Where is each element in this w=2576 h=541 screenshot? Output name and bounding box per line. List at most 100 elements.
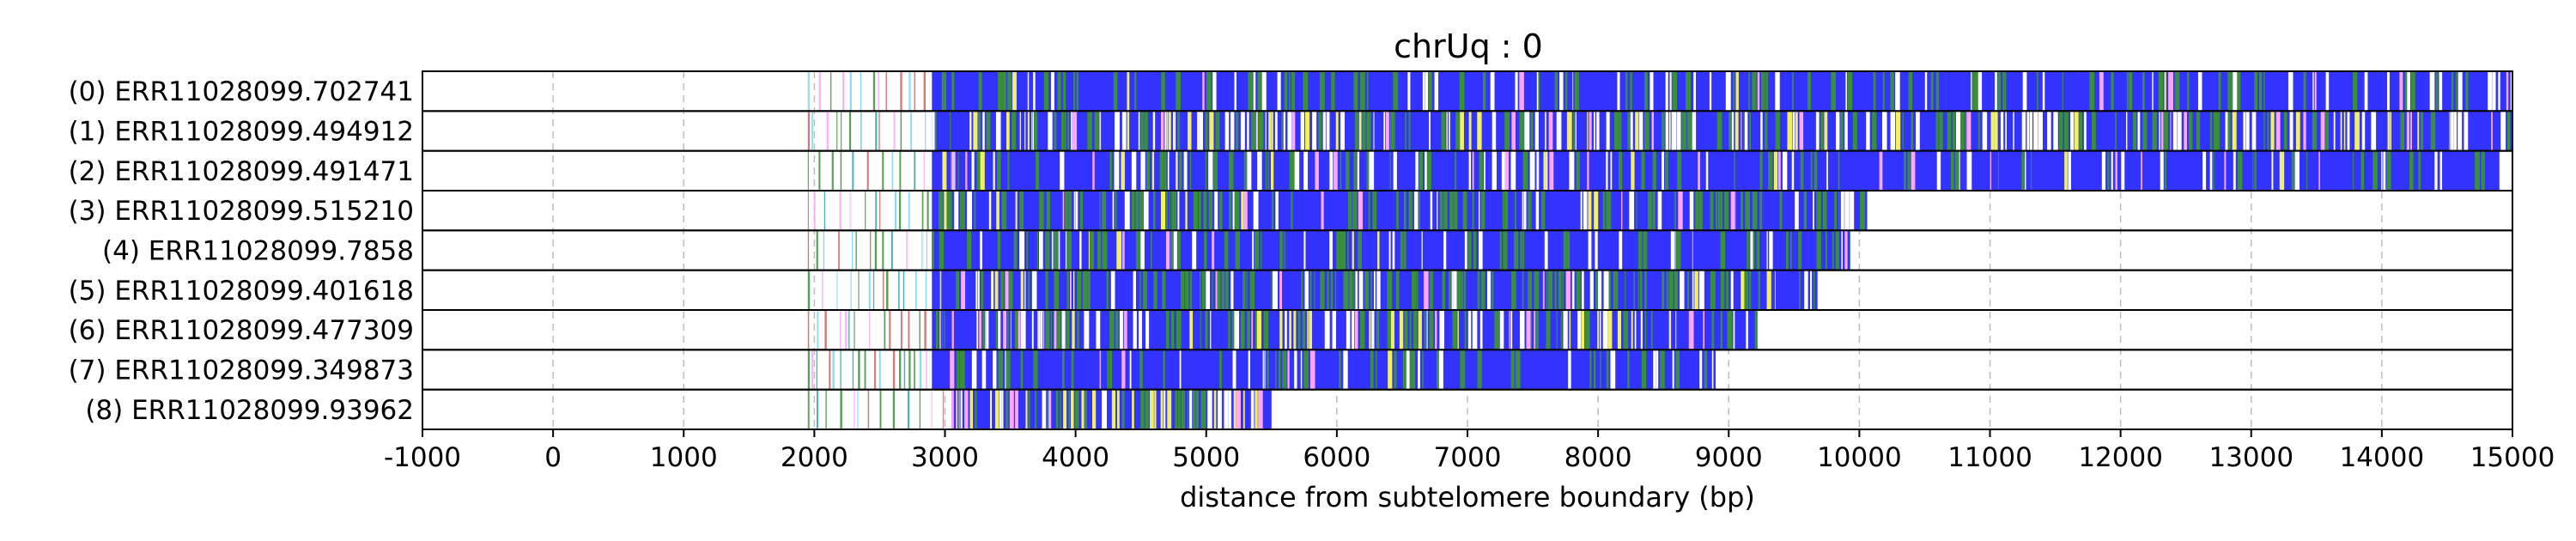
read-segment <box>1639 270 1643 310</box>
read-segment <box>1241 191 1244 231</box>
read-segment <box>1037 310 1039 350</box>
read-body <box>932 150 2500 191</box>
read-segment <box>941 310 943 350</box>
read-segment <box>2451 71 2454 112</box>
read-segment <box>1084 310 1090 350</box>
read-segment <box>931 389 933 429</box>
read-segment <box>830 71 832 112</box>
read-segment <box>1744 270 1748 310</box>
read-segment <box>1246 270 1248 310</box>
read-segment <box>1418 310 1422 350</box>
read-segment <box>1479 310 1483 350</box>
read-segment <box>1600 350 1601 390</box>
read-segment <box>1312 111 1317 151</box>
read-segment <box>899 350 902 390</box>
read-segment <box>1366 111 1371 151</box>
read-segment <box>1374 270 1376 310</box>
read-segment <box>1815 111 1820 151</box>
read-segment <box>1675 350 1680 390</box>
read-segment <box>1749 111 1752 151</box>
read-segment <box>878 111 880 151</box>
read-segment <box>1743 111 1745 151</box>
read-segment <box>1330 270 1334 310</box>
read-segment <box>1304 111 1310 151</box>
read-segment <box>1652 150 1656 191</box>
read-segment <box>1608 270 1611 310</box>
read-segment <box>1106 270 1109 310</box>
read-segment <box>960 389 963 429</box>
read-segment <box>981 270 984 310</box>
read-segment <box>1115 191 1117 231</box>
read-segment <box>2026 111 2030 151</box>
read-segment <box>2289 111 2293 151</box>
read-segment <box>975 389 977 429</box>
read-body <box>932 230 1850 270</box>
read-segment <box>1675 310 1677 350</box>
read-segment <box>1952 111 1955 151</box>
read-segment <box>878 71 880 112</box>
read-segment <box>1205 111 1208 151</box>
read-segment <box>953 150 956 191</box>
read-segment <box>2158 71 2164 112</box>
read-segment <box>1589 270 1594 310</box>
read-segment <box>1747 230 1750 270</box>
read-segment <box>840 150 842 191</box>
read-segment <box>2005 111 2007 151</box>
read-segment <box>1523 191 1527 231</box>
read-segment <box>1669 111 1671 151</box>
read-segment <box>858 350 860 390</box>
read-segment <box>951 310 954 350</box>
read-segment <box>2283 111 2287 151</box>
read-segment <box>1542 270 1545 310</box>
read-segment <box>1395 270 1400 310</box>
read-segment <box>1170 230 1174 270</box>
read-segment <box>1560 310 1563 350</box>
read-segment <box>1596 111 1600 151</box>
read-segment <box>1073 270 1075 310</box>
read-segment <box>1492 111 1497 151</box>
read-segment <box>1895 71 1900 112</box>
read-segment <box>1045 310 1050 350</box>
read-segment <box>2142 71 2145 112</box>
read-segment <box>1256 310 1262 350</box>
read-segment <box>944 310 945 350</box>
read-segment <box>1594 111 1595 151</box>
read-segment <box>1528 191 1532 231</box>
read-segment <box>2178 111 2182 151</box>
read-segment <box>1002 71 1006 112</box>
read-segment <box>840 350 841 390</box>
read-segment <box>1161 71 1165 112</box>
read-segment <box>1635 111 1639 151</box>
x-tick-label: 6000 <box>1303 442 1370 473</box>
read-segment <box>1193 191 1199 231</box>
read-segment <box>1127 111 1130 151</box>
read-segment <box>2168 71 2173 112</box>
read-segment <box>1860 191 1866 231</box>
read-segment <box>986 310 989 350</box>
read-segment <box>1026 230 1029 270</box>
read-segment <box>2209 150 2213 191</box>
read-segment <box>1331 71 1335 112</box>
read-segment <box>2164 150 2166 191</box>
read-segment <box>954 191 959 231</box>
read-segment <box>1460 350 1466 390</box>
x-tick-label: 10000 <box>1817 442 1902 473</box>
read-segment <box>1355 270 1358 310</box>
read-segment <box>807 270 811 310</box>
read-segment <box>1672 71 1678 112</box>
read-segment <box>1006 111 1010 151</box>
read-segment <box>1935 71 1940 112</box>
read-segment <box>868 310 871 350</box>
read-segment <box>1054 310 1057 350</box>
read-segment <box>811 111 813 151</box>
read-segment <box>991 270 994 310</box>
read-segment <box>2287 71 2293 112</box>
read-segment <box>1748 71 1750 112</box>
read-segment <box>1850 191 1855 231</box>
read-segment <box>1322 111 1326 151</box>
read-segment <box>944 191 947 231</box>
read-segment <box>1282 350 1287 390</box>
row-label: (3) ERR11028099.515210 <box>69 196 414 227</box>
read-segment <box>1050 310 1052 350</box>
